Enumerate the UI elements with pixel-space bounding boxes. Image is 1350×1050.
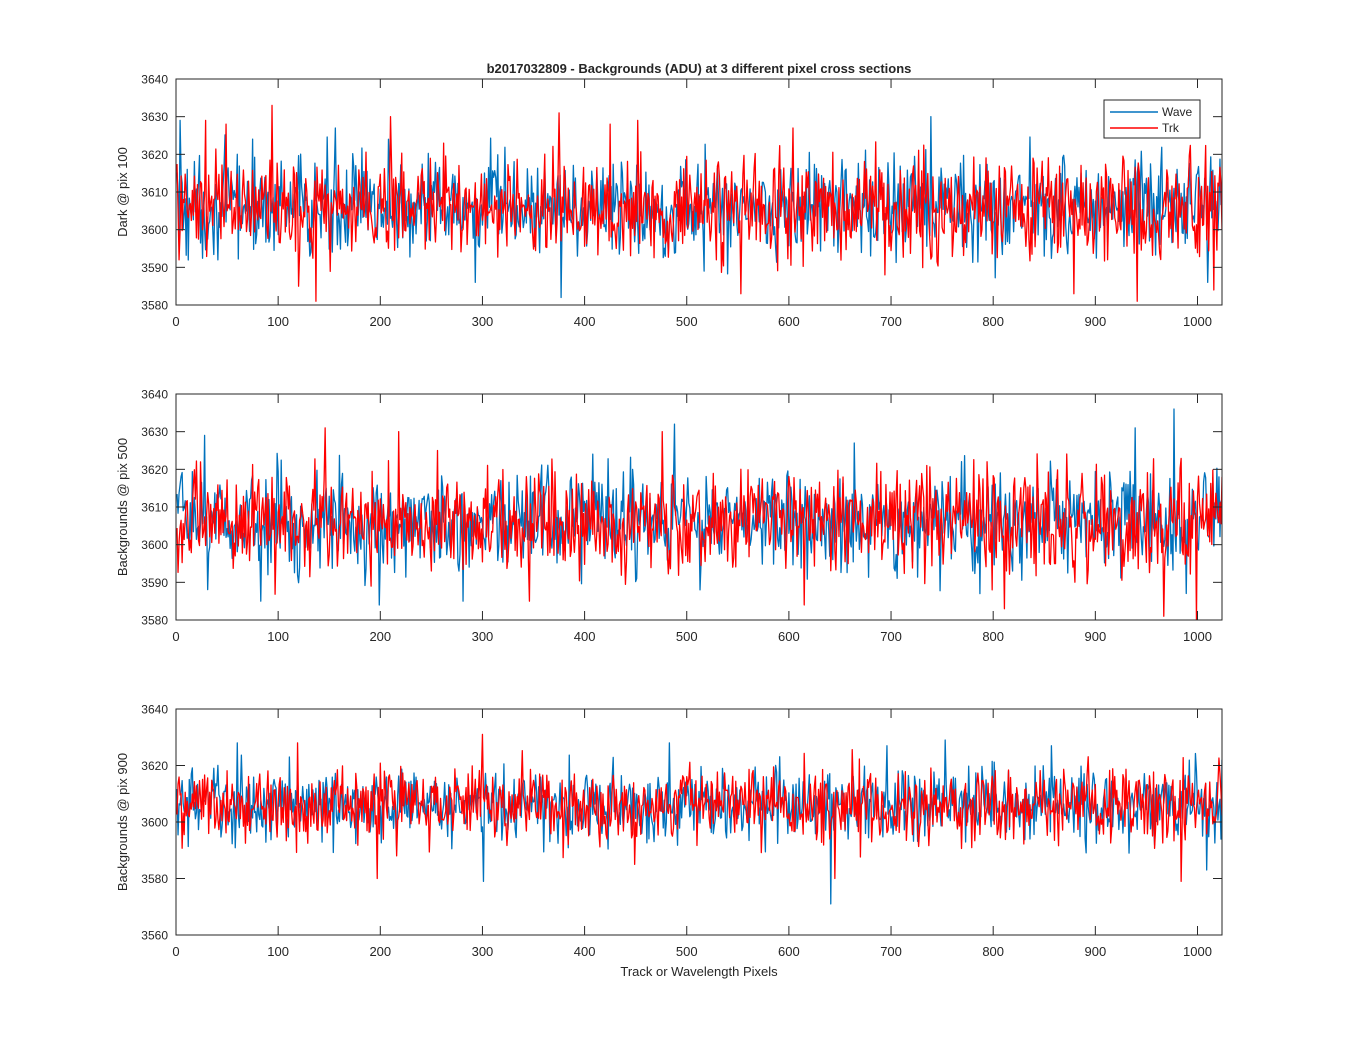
y-tick-label: 3610 — [141, 186, 168, 200]
legend: Wave Trk — [1103, 99, 1201, 139]
y-axis-label: Backgrounds @ pix 500 — [115, 438, 130, 576]
y-tick-label: 3620 — [141, 463, 168, 477]
y-tick-label: 3600 — [141, 538, 168, 552]
x-tick-label: 200 — [369, 629, 391, 644]
x-tick-label: 400 — [574, 314, 596, 329]
y-tick-label: 3630 — [141, 110, 168, 124]
y-tick-label: 3620 — [141, 148, 168, 162]
x-tick-label: 600 — [778, 314, 800, 329]
panel-dark-pix-100: 0 100 200 300 400 500 600 700 800 900 1000 3580 3590… — [115, 73, 1223, 329]
panel-backgrounds-pix-500: 0 100 200 300 400 500 600 700 800 900 1000 3580 3590… — [115, 388, 1223, 644]
y-tick-label: 3640 — [141, 388, 168, 402]
x-tick-label: 600 — [778, 944, 800, 959]
y-axis-label: Dark @ pix 100 — [115, 147, 130, 237]
y-tick-label: 3640 — [141, 703, 168, 717]
x-tick-label: 400 — [574, 944, 596, 959]
x-tick-label: 800 — [982, 944, 1004, 959]
x-tick-label: 900 — [1084, 944, 1106, 959]
figure-title: b2017032809 - Backgrounds (ADU) at 3 dif… — [487, 61, 912, 76]
x-axis-label: Track or Wavelength Pixels — [620, 964, 778, 979]
series-line-trk — [176, 427, 1222, 620]
y-tick-label: 3580 — [141, 299, 168, 313]
y-tick-label: 3620 — [141, 759, 168, 773]
x-tick-label: 500 — [676, 314, 698, 329]
x-tick-label: 1000 — [1183, 314, 1212, 329]
x-tick-label: 200 — [369, 314, 391, 329]
y-tick-label: 3560 — [141, 929, 168, 943]
x-tick-label: 1000 — [1183, 629, 1212, 644]
x-tick-label: 900 — [1084, 629, 1106, 644]
series-line-trk — [176, 733, 1222, 882]
y-axis-label: Backgrounds @ pix 900 — [115, 753, 130, 891]
x-tick-label: 1000 — [1183, 944, 1212, 959]
x-tick-label: 600 — [778, 629, 800, 644]
x-tick-label: 0 — [172, 944, 179, 959]
x-tick-label: 300 — [472, 944, 494, 959]
y-tick-label: 3580 — [141, 614, 168, 628]
legend-label-trk: Trk — [1162, 121, 1180, 135]
x-tick-label: 300 — [472, 314, 494, 329]
x-tick-label: 0 — [172, 314, 179, 329]
x-tick-label: 100 — [267, 944, 289, 959]
x-tick-label: 700 — [880, 944, 902, 959]
y-tick-label: 3590 — [141, 576, 168, 590]
x-tick-label: 700 — [880, 629, 902, 644]
y-tick-label: 3580 — [141, 872, 168, 886]
x-tick-label: 200 — [369, 944, 391, 959]
x-tick-label: 900 — [1084, 314, 1106, 329]
y-tick-label: 3600 — [141, 223, 168, 237]
y-tick-label: 3610 — [141, 501, 168, 515]
panel-backgrounds-pix-900: 0 100 200 300 400 500 600 700 800 900 1000 3560 3580… — [115, 703, 1223, 959]
y-tick-label: 3630 — [141, 425, 168, 439]
x-tick-label: 300 — [472, 629, 494, 644]
x-tick-label: 100 — [267, 314, 289, 329]
y-tick-label: 3590 — [141, 261, 168, 275]
x-tick-label: 400 — [574, 629, 596, 644]
x-tick-label: 800 — [982, 629, 1004, 644]
legend-box — [1103, 99, 1201, 139]
series-line-trk — [176, 104, 1222, 302]
x-tick-label: 500 — [676, 944, 698, 959]
legend-label-wave: Wave — [1162, 105, 1193, 119]
y-tick-label: 3640 — [141, 73, 168, 87]
x-tick-label: 0 — [172, 629, 179, 644]
y-tick-label: 3600 — [141, 816, 168, 830]
x-tick-label: 500 — [676, 629, 698, 644]
x-tick-label: 700 — [880, 314, 902, 329]
x-tick-label: 100 — [267, 629, 289, 644]
x-tick-label: 800 — [982, 314, 1004, 329]
